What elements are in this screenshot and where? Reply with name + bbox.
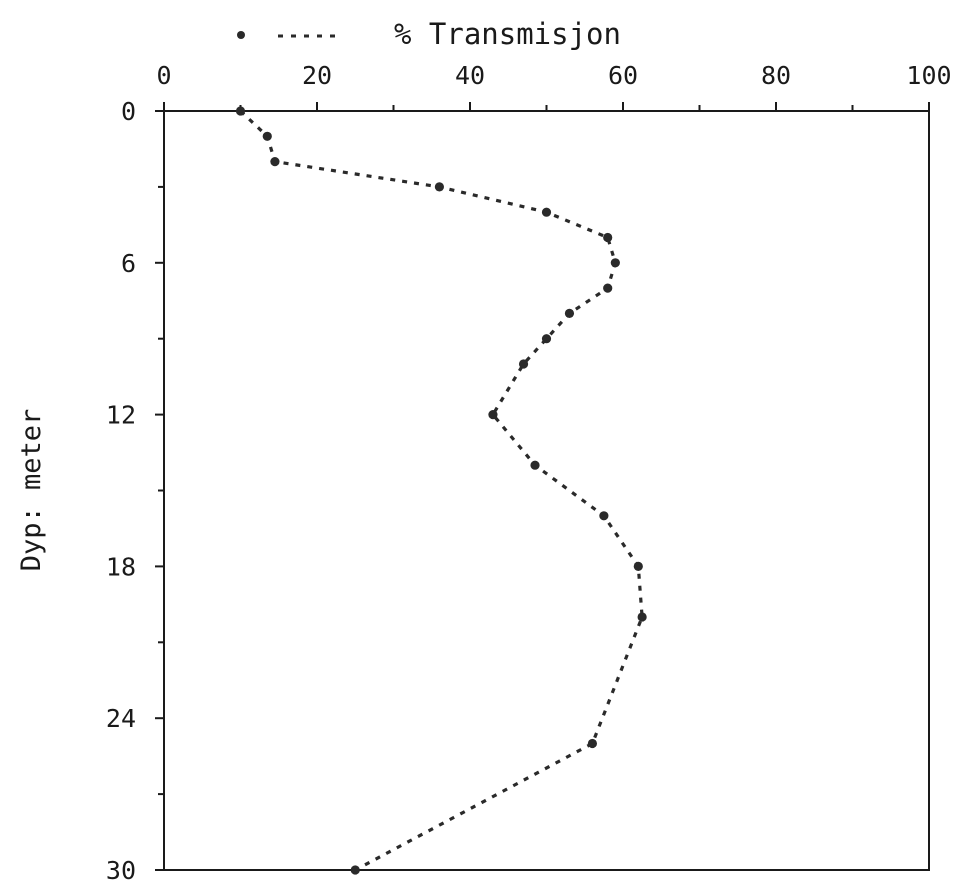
series-layer: [235, 106, 647, 875]
data-point: [350, 865, 360, 875]
data-point: [637, 612, 647, 622]
x-tick-label: 100: [906, 61, 951, 90]
data-point: [518, 359, 529, 369]
x-axis: 0 20 40 60 80 100: [156, 61, 952, 111]
data-point: [488, 410, 498, 420]
y-tick-label: 24: [106, 704, 136, 733]
data-point: [270, 157, 280, 167]
legend: % Transmisjon: [237, 17, 621, 51]
data-point: [564, 308, 575, 318]
y-tick-label: 30: [106, 856, 136, 884]
data-point: [434, 182, 444, 192]
series-line: [239, 109, 644, 872]
y-tick-label: 12: [106, 401, 136, 430]
data-point: [633, 561, 643, 572]
x-tick-label: 60: [608, 61, 638, 90]
data-point: [530, 460, 540, 470]
y-tick-label: 0: [121, 97, 136, 126]
data-point: [235, 106, 246, 116]
legend-label: % Transmisjon: [394, 17, 621, 51]
data-point: [610, 258, 620, 268]
plot-frame: [163, 110, 930, 871]
data-point: [603, 283, 613, 293]
data-point: [587, 738, 598, 749]
data-point: [541, 207, 552, 217]
y-axis: 0 6 12 18 24 30: [106, 97, 164, 884]
x-tick-label: 80: [761, 61, 791, 90]
y-tick-label: 18: [106, 552, 136, 581]
legend-marker: [237, 31, 245, 39]
x-tick-label: 0: [156, 61, 171, 90]
data-point: [262, 131, 272, 141]
data-point: [541, 334, 552, 344]
data-point: [603, 232, 613, 243]
y-tick-label: 6: [121, 249, 136, 278]
data-point: [599, 511, 609, 521]
x-tick-label: 40: [455, 61, 485, 90]
y-axis-label: Dyp: meter: [16, 409, 47, 572]
x-tick-label: 20: [302, 61, 332, 90]
